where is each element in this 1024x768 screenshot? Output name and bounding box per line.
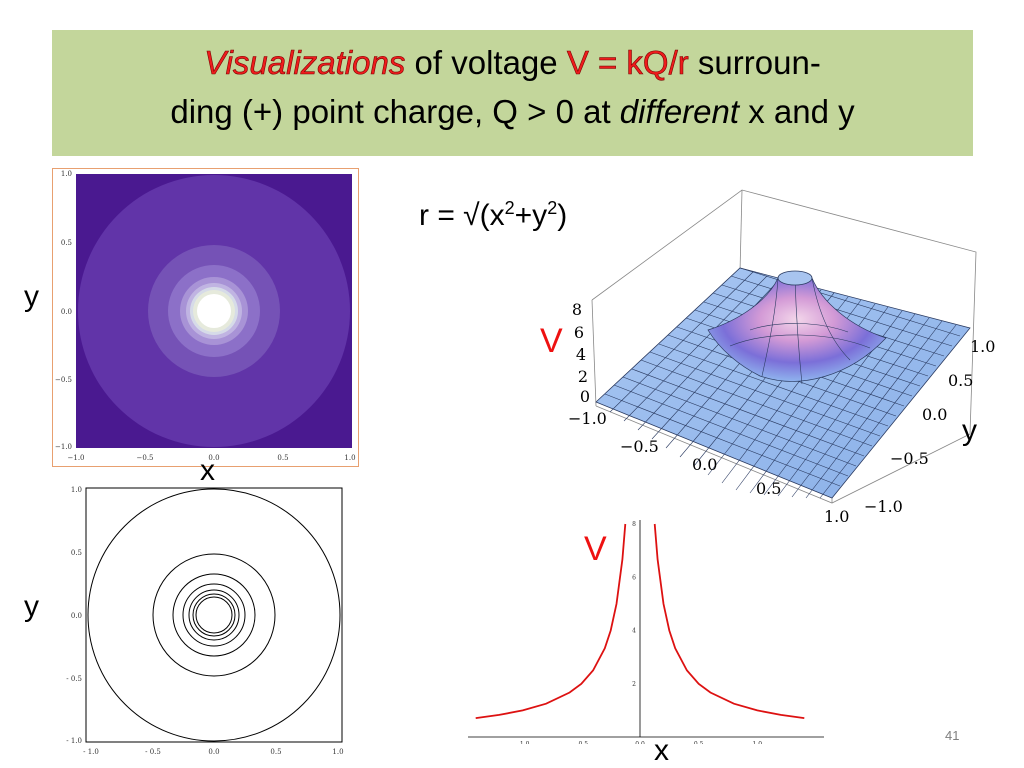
density-xtick: −0.5: [137, 454, 154, 462]
density-xtick: 0.5: [277, 454, 288, 462]
curve-xtick: 0.5: [694, 741, 704, 744]
curve-xtick: 0.0: [635, 741, 645, 744]
contour-xtick: - 1.0: [83, 748, 99, 756]
density-ytick: 1.0: [61, 170, 72, 178]
contour-xtick: 1.0: [332, 748, 343, 756]
y-label-3d: y: [962, 414, 977, 447]
slide-number: 41: [945, 728, 960, 743]
density-xtick: −1.0: [68, 454, 85, 462]
surface-xtick: 0.0: [692, 455, 717, 474]
formula-exp-1: 2: [504, 198, 515, 218]
surface-xtick: −1.0: [568, 409, 607, 428]
formula-mid: +y: [514, 199, 548, 232]
surface-ztick: 8: [572, 300, 582, 319]
surface-grid: [604, 267, 961, 499]
surface-base: [595, 267, 971, 499]
surface-xtick: 1.0: [824, 507, 849, 526]
contour-xtick: 0.0: [208, 748, 219, 756]
curve-ytick: 4: [632, 628, 636, 635]
r-formula: r = √(x2+y2): [419, 198, 567, 233]
curve-xtick: 1.0: [753, 741, 763, 744]
contour-circle: [87, 488, 341, 742]
title-line-1: Visualizations of voltage V = kQ/r surro…: [52, 44, 973, 82]
density-ytick: −0.5: [55, 376, 72, 384]
density-xtick: 0.0: [208, 454, 219, 462]
curve-xtick: - 1.0: [516, 741, 530, 744]
title-text-d: x and y: [739, 93, 855, 130]
title-text-a: of voltage: [405, 44, 567, 81]
contour-xtick: 0.5: [270, 748, 281, 756]
surface-ztick: 4: [576, 345, 586, 364]
formula-suffix: ): [557, 199, 568, 232]
v-curve-plot: - 1.0 - 0.5 0.0 0.5 1.0 2 4 6 8: [468, 520, 824, 744]
contour-circle: [192, 593, 236, 637]
contour-ytick: - 1.0: [66, 737, 82, 745]
density-ytick: 0.0: [61, 308, 72, 316]
curve-right-branch: [653, 523, 805, 719]
title-line-2: ding (+) point charge, Q > 0 at differen…: [52, 93, 973, 131]
surface-xtick: 0.5: [756, 479, 781, 498]
density-center: [197, 294, 231, 328]
density-xtick: 1.0: [344, 454, 355, 462]
formula-prefix: r = √(x: [419, 199, 505, 232]
contour-circle: [195, 596, 233, 634]
v-label-bottom: V: [584, 530, 607, 568]
x-label-top: x: [200, 454, 215, 487]
surface-peak-grid: [729, 277, 871, 385]
contour-circle: [172, 573, 256, 657]
title-visualizations: Visualizations: [204, 44, 406, 82]
contour-ytick: 1.0: [71, 486, 82, 494]
curve-xtick: - 0.5: [575, 741, 589, 744]
surface-xtick: −0.5: [620, 437, 659, 456]
title-text-c: ding (+) point charge, Q > 0 at: [170, 93, 620, 130]
surface-ztick: 2: [578, 367, 588, 386]
formula-exp-2: 2: [547, 198, 558, 218]
title-text-b: surroun-: [688, 44, 821, 81]
contour-plot-frame: [85, 487, 343, 743]
surface-ytick: −1.0: [864, 497, 903, 516]
surface-ytick: 0.0: [922, 405, 947, 424]
curve-ytick: 8: [632, 521, 636, 528]
contour-ytick: 0.5: [71, 549, 82, 557]
curve-ytick: 2: [632, 681, 636, 688]
surface-ztick: 0: [580, 387, 590, 406]
density-ytick: −1.0: [55, 443, 72, 451]
surface-peak-cap: [777, 270, 813, 286]
x-label-bottom: x: [654, 734, 669, 767]
y-label-top: y: [24, 280, 39, 313]
contour-ytick: 0.0: [71, 612, 82, 620]
contour-xtick: - 0.5: [145, 748, 161, 756]
curve-ytick: 6: [632, 574, 636, 581]
surface-peak: [707, 277, 887, 382]
surface-ztick: 6: [574, 323, 584, 342]
y-label-bottom: y: [24, 590, 39, 623]
surface-ytick: 1.0: [970, 337, 995, 356]
contour-circle: [152, 553, 276, 677]
contour-circle: [182, 583, 246, 647]
curve-left-branch: [475, 523, 627, 719]
surface-ytick: 0.5: [948, 371, 973, 390]
title-formula: V = kQ/r: [566, 44, 690, 82]
density-plot: 1.0 0.5 0.0 −0.5 −1.0 −1.0 −0.5 0.0 0.5 …: [52, 168, 359, 467]
v-label-3d: V: [540, 322, 563, 360]
surface-plot: 8 6 4 2 0 −1.0 −0.5 0.0 0.5 1.0 1.0 0.5 …: [568, 189, 995, 526]
title-banner: Visualizations of voltage V = kQ/r surro…: [52, 30, 973, 156]
contour-plot: 1.0 0.5 0.0 - 0.5 - 1.0 - 1.0 - 0.5 0.0 …: [66, 486, 343, 756]
title-different: different: [619, 93, 740, 130]
surface-ytick: −0.5: [890, 449, 929, 468]
contour-ytick: - 0.5: [66, 675, 82, 683]
density-ytick: 0.5: [61, 239, 72, 247]
contour-circle: [188, 589, 240, 641]
